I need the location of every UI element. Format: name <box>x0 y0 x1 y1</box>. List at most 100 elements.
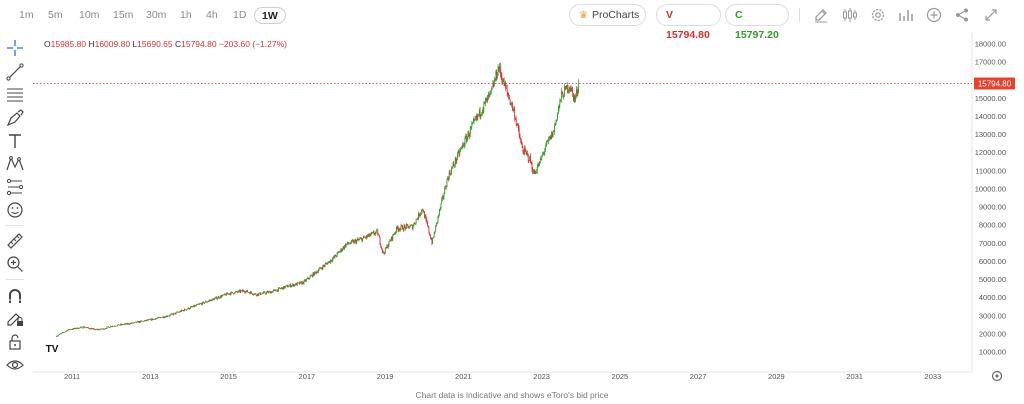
fib-icon[interactable] <box>5 85 25 105</box>
share-icon[interactable] <box>953 6 971 24</box>
candle-body <box>560 99 561 101</box>
emoji-icon[interactable] <box>5 200 25 220</box>
candle-body <box>557 109 559 114</box>
price-chart[interactable]: 1000.00 2000.00 3000.00 4000.00 5000.00 6000.… <box>33 33 1018 385</box>
candle-body <box>265 292 267 294</box>
candle-body <box>291 285 293 287</box>
axis-settings-icon[interactable] <box>991 370 1003 382</box>
candle-body <box>557 113 558 120</box>
timeframe-10m[interactable]: 10m <box>79 9 100 21</box>
candle-body <box>119 325 121 326</box>
candle-body <box>208 300 209 302</box>
pencil-icon[interactable] <box>812 6 830 24</box>
timeframe-1w[interactable]: 1W <box>254 7 286 24</box>
candle-body <box>337 252 339 253</box>
candle-body <box>86 327 88 328</box>
open-label: O <box>44 39 51 49</box>
candle-body <box>223 293 225 295</box>
candle-body <box>213 298 215 300</box>
candle-body <box>230 292 232 295</box>
eye-icon[interactable] <box>5 355 25 375</box>
candle-body <box>284 286 285 289</box>
last-price-tag-bg <box>974 77 1015 90</box>
lock-icon[interactable] <box>5 332 25 352</box>
candle-body <box>553 130 555 132</box>
candles-icon[interactable] <box>841 6 859 24</box>
candle-body <box>247 292 249 293</box>
timeframe-30m[interactable]: 30m <box>146 9 167 21</box>
candle-body <box>174 312 176 314</box>
candle-body <box>389 240 391 242</box>
candle-body <box>402 225 403 230</box>
candle-body <box>355 240 357 244</box>
fullscreen-icon[interactable] <box>982 6 1000 24</box>
timeframe-1m[interactable]: 1m <box>19 9 34 21</box>
timeframe-15m[interactable]: 15m <box>113 9 134 21</box>
candle-body <box>237 291 239 293</box>
candle-body <box>59 333 61 335</box>
candle-body <box>180 311 182 312</box>
candle-body <box>136 321 138 323</box>
candle-body <box>257 293 259 296</box>
candle-body <box>384 247 386 254</box>
timeframe-4h[interactable]: 4h <box>206 9 218 21</box>
candle-body <box>548 138 549 141</box>
candle-body <box>148 319 150 320</box>
pattern-icon[interactable] <box>5 154 25 174</box>
text-icon[interactable] <box>5 131 25 151</box>
candle-body <box>503 78 504 82</box>
plus-circle-icon[interactable] <box>925 6 943 24</box>
candle-body <box>442 196 444 198</box>
candle-body <box>378 235 380 238</box>
x-tick-label: 2031 <box>846 372 863 381</box>
gear-icon[interactable] <box>869 6 887 24</box>
candle-body <box>118 324 120 326</box>
candle-body <box>517 124 519 126</box>
candle-body <box>261 293 263 295</box>
sell-price-button[interactable]: V 15794.80 <box>656 4 721 41</box>
lock-drawing-icon[interactable] <box>5 309 25 329</box>
candle-body <box>533 170 534 174</box>
magnet-icon[interactable] <box>5 286 25 306</box>
crosshair-icon[interactable] <box>5 38 25 58</box>
candle-body <box>221 295 223 298</box>
candle-body <box>128 323 130 325</box>
candle-body <box>260 294 262 295</box>
candle-body <box>199 303 200 305</box>
candle-body <box>399 228 401 231</box>
candle-body <box>137 321 139 322</box>
candle-body <box>294 284 296 286</box>
candle-body <box>296 283 297 286</box>
timeframe-5m[interactable]: 5m <box>48 9 63 21</box>
candle-body <box>570 87 572 92</box>
procharts-button[interactable]: ♛ ProCharts <box>569 4 646 26</box>
candle-body <box>474 119 476 120</box>
candle-body <box>209 300 211 302</box>
buy-price-button[interactable]: C 15797.20 <box>725 4 789 41</box>
candle-body <box>536 171 537 173</box>
candle-body <box>508 94 510 98</box>
brush-icon[interactable] <box>5 108 25 128</box>
trendline-icon[interactable] <box>5 62 25 82</box>
zoom-in-icon[interactable] <box>5 254 25 274</box>
candle-body <box>288 285 290 287</box>
candle-body <box>168 315 170 317</box>
prediction-icon[interactable] <box>5 177 25 197</box>
candle-body <box>562 93 564 98</box>
candle-body <box>204 302 206 304</box>
candle-body <box>282 287 284 290</box>
candle-body <box>186 309 188 310</box>
candle-body <box>442 196 443 200</box>
timeframe-1h[interactable]: 1h <box>180 9 192 21</box>
candle-body <box>72 328 74 330</box>
candle-body <box>342 246 344 250</box>
candle-body <box>100 328 102 330</box>
candle-body <box>132 322 133 324</box>
candle-body <box>405 226 406 229</box>
ruler-icon[interactable] <box>5 231 25 251</box>
bar-chart-icon[interactable] <box>897 6 915 24</box>
change-value: −203.60 (−1.27%) <box>218 39 288 49</box>
settings-gear[interactable] <box>991 370 1003 382</box>
candle-body <box>317 271 318 273</box>
timeframe-1d[interactable]: 1D <box>233 9 247 21</box>
